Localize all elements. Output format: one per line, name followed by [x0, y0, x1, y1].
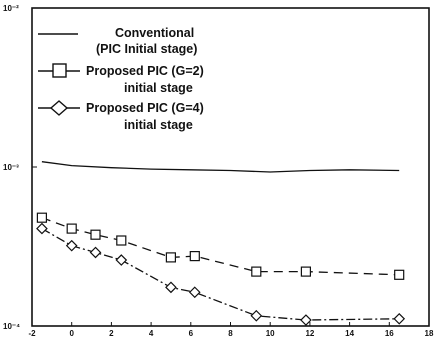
data-point-square — [251, 266, 262, 277]
data-point-diamond — [188, 286, 201, 299]
data-point-diamond — [65, 239, 78, 252]
series-line-1 — [41, 217, 400, 276]
y-tick-label: 10⁻² — [3, 4, 19, 13]
data-point-square — [90, 229, 101, 240]
x-tick-label: 12 — [305, 329, 314, 338]
legend-square-marker — [52, 63, 67, 78]
x-tick-label: 2 — [109, 329, 114, 338]
x-tick-label: -2 — [28, 329, 36, 338]
data-point-square — [300, 266, 311, 277]
x-tick-label: 18 — [425, 329, 434, 338]
data-point-diamond — [89, 246, 102, 259]
data-point-square — [165, 252, 176, 263]
x-tick-label: 0 — [69, 329, 74, 338]
legend-diamond-marker — [49, 100, 69, 116]
data-point-square — [394, 269, 405, 280]
data-point-square — [116, 235, 127, 246]
data-point-diamond — [250, 309, 263, 322]
data-point-square — [36, 212, 48, 223]
series-line-0 — [41, 161, 400, 173]
legend-label-g4: Proposed PIC (G=4) — [86, 101, 204, 115]
data-point-diamond — [115, 254, 128, 266]
series-line-2 — [41, 228, 400, 321]
data-point-square — [189, 251, 200, 262]
x-tick-label: 8 — [228, 329, 233, 338]
data-point-diamond — [36, 222, 48, 235]
data-point-diamond — [393, 312, 406, 325]
legend: Conventional (PIC Initial stage) Propose… — [38, 26, 204, 132]
x-axis: -2 0 2 4 6 8 10 12 14 16 18 — [28, 322, 434, 338]
data-point-diamond — [165, 281, 177, 294]
legend-sublabel-conventional: (PIC Initial stage) — [96, 42, 197, 56]
x-tick-label: 16 — [385, 329, 394, 338]
x-tick-label: 10 — [266, 329, 275, 338]
legend-label-g2: Proposed PIC (G=2) — [86, 64, 204, 78]
y-tick-label: 10⁻³ — [3, 163, 19, 172]
legend-label-conventional: Conventional — [115, 26, 194, 40]
x-tick-label: 14 — [345, 329, 354, 338]
y-tick-label: 10⁻⁴ — [3, 322, 20, 331]
data-point-diamond — [300, 314, 312, 326]
data-point-square — [66, 223, 77, 234]
legend-sublabel-g2: initial stage — [124, 81, 193, 95]
x-tick-label: 4 — [149, 329, 154, 338]
legend-sublabel-g4: initial stage — [124, 118, 193, 132]
series-layer — [36, 161, 406, 326]
x-tick-label: 6 — [189, 329, 194, 338]
y-axis: 10⁻² 10⁻³ 10⁻⁴ — [3, 4, 37, 331]
